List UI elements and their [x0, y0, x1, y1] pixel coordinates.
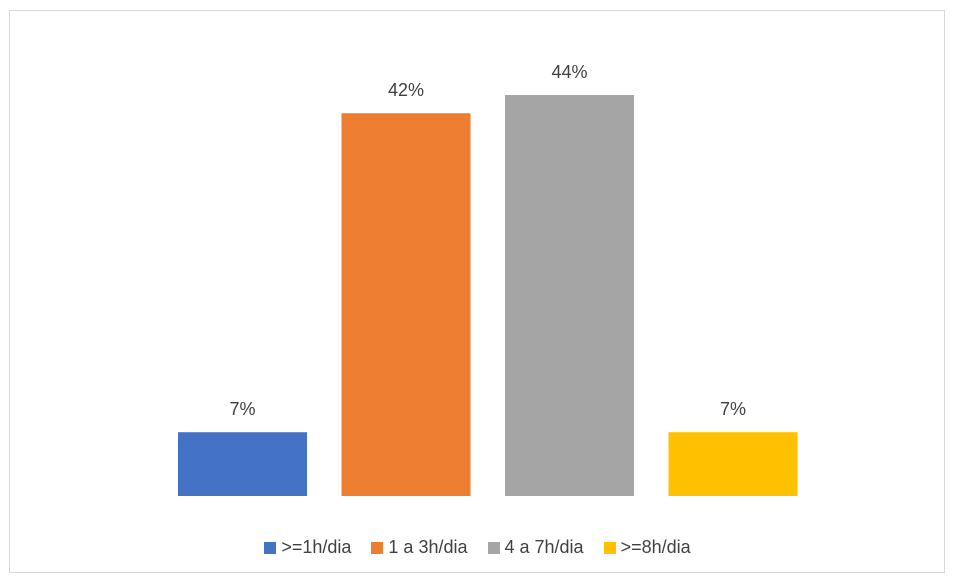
data-label-4-7h: 44%	[551, 62, 587, 82]
legend-item-1h: >=1h/dia	[264, 537, 351, 558]
data-label-1-3h: 42%	[388, 80, 424, 100]
chart-legend: >=1h/dia 1 a 3h/dia 4 a 7h/dia >=8h/dia	[0, 537, 955, 558]
legend-item-8h: >=8h/dia	[603, 537, 691, 558]
legend-item-4-7h: 4 a 7h/dia	[487, 537, 584, 558]
bar-1h	[178, 432, 307, 496]
legend-swatch-8h	[603, 541, 616, 554]
bar-1-3h	[341, 113, 471, 497]
data-label-1h: 7%	[229, 399, 255, 419]
legend-label-1h: >=1h/dia	[281, 537, 352, 557]
legend-swatch-1-3h	[371, 541, 384, 554]
data-label-8h: 7%	[720, 399, 746, 419]
legend-swatch-4-7h	[487, 541, 500, 554]
legend-item-1-3h: 1 a 3h/dia	[371, 537, 468, 558]
legend-label-8h: >=8h/dia	[620, 537, 691, 557]
legend-label-4-7h: 4 a 7h/dia	[504, 537, 584, 557]
legend-label-1-3h: 1 a 3h/dia	[388, 537, 468, 557]
bar-8h	[668, 432, 798, 496]
bar-4-7h	[505, 95, 634, 496]
legend-swatch-1h	[264, 541, 277, 554]
